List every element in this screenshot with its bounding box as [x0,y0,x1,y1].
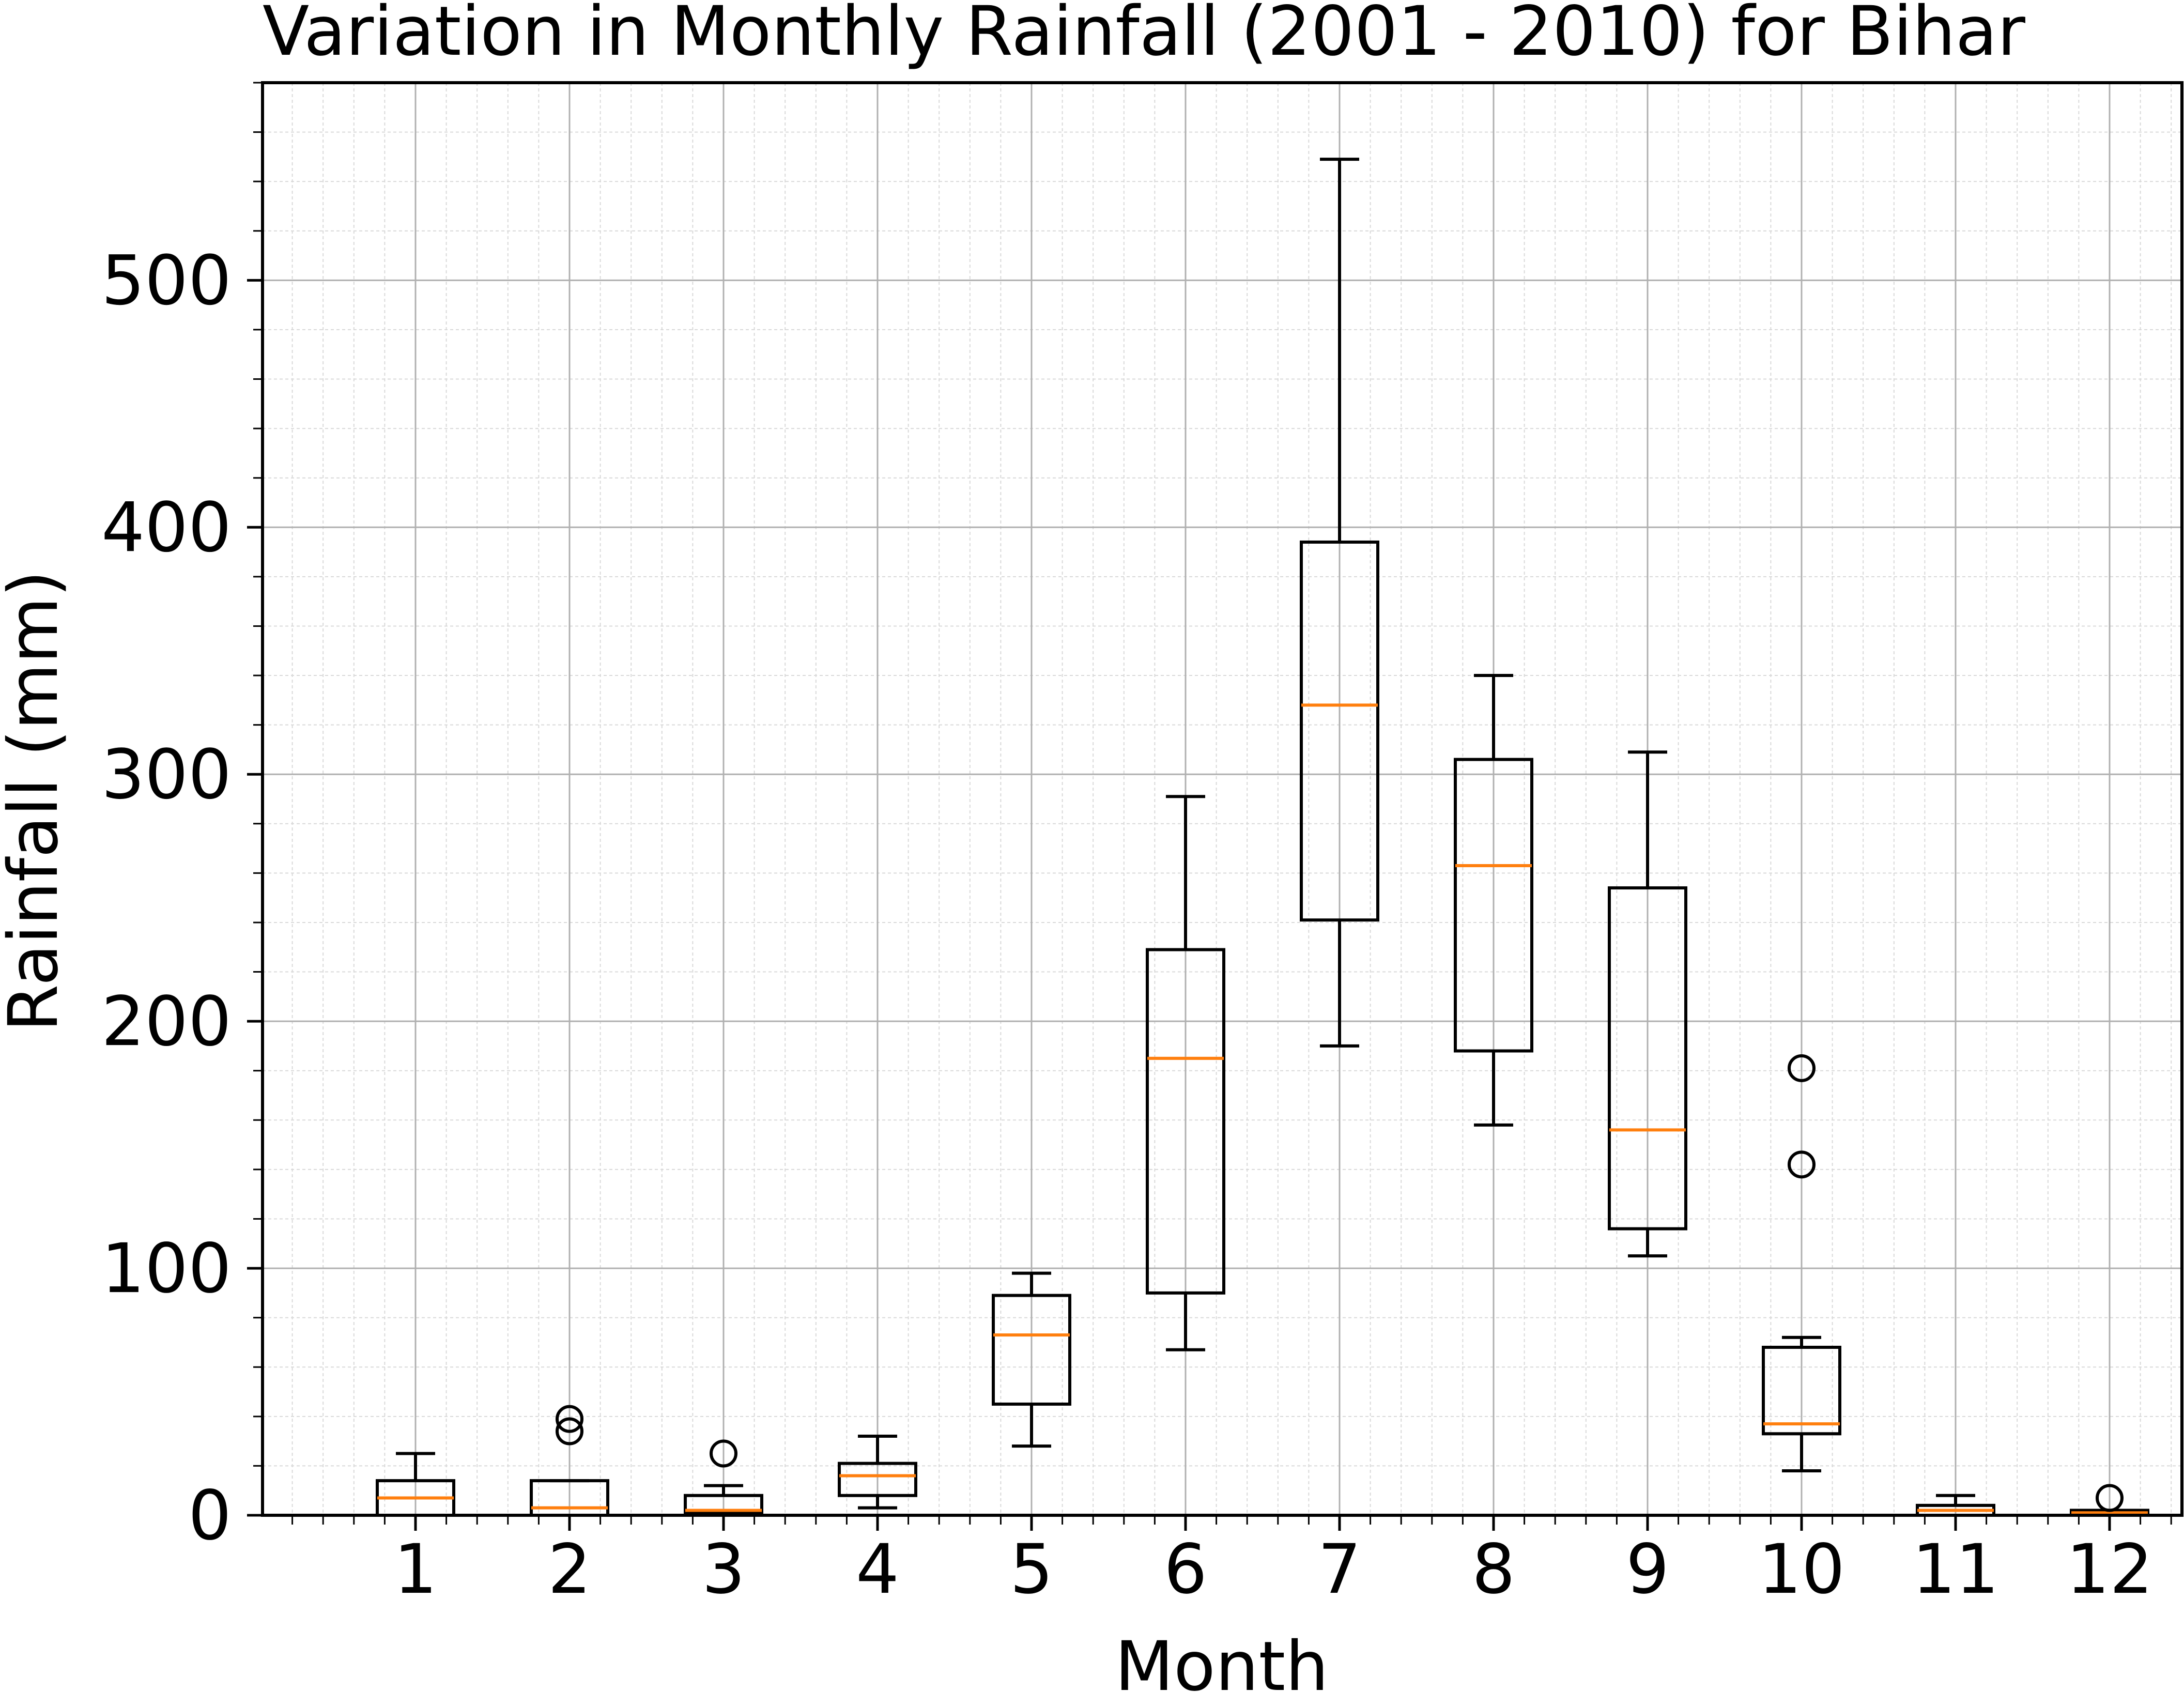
outlier-point [1788,1054,1816,1082]
outlier-point [556,1405,583,1433]
iqr-box [838,1462,917,1497]
iqr-box [684,1494,763,1515]
iqr-box [1762,1346,1841,1436]
x-tick-label: 10 [1758,1530,1845,1609]
x-tick-label: 1 [394,1530,437,1609]
grid-lines [263,82,2182,1516]
iqr-box [1300,540,1379,922]
iqr-box [1454,758,1533,1053]
y-tick-label: 500 [101,241,232,320]
x-tick-label: 3 [702,1530,745,1609]
box-month-10 [1762,1054,1841,1472]
outlier-point [2096,1484,2124,1512]
y-tick-label: 400 [101,488,232,567]
outlier-point [556,1417,583,1445]
y-tick-label: 300 [101,735,232,814]
box-month-7 [1300,158,1379,1048]
box-series [376,158,2149,1517]
x-axis-label: Month [1115,1627,1329,1706]
y-tick-label: 0 [188,1476,232,1556]
box-month-4 [838,1435,917,1510]
x-tick-label: 2 [548,1530,591,1609]
box-month-6 [1146,795,1225,1351]
box-month-5 [992,1271,1071,1448]
iqr-box [1146,948,1225,1295]
x-tick-label: 8 [1472,1530,1515,1609]
y-tick-label: 200 [101,982,232,1062]
x-tick-label: 5 [1010,1530,1053,1609]
x-tick-label: 7 [1318,1530,1361,1609]
x-tick-label: 9 [1626,1530,1669,1609]
box-month-9 [1608,750,1687,1258]
iqr-box [992,1294,1071,1406]
box-month-8 [1454,674,1533,1127]
x-tick-label: 11 [1912,1530,1999,1609]
y-axis-label: Rainfall (mm) [0,571,73,1032]
x-tick-label: 12 [2066,1530,2153,1609]
plot-frame [261,81,2183,1517]
iqr-box [1608,886,1687,1231]
outlier-point [1788,1150,1816,1179]
x-tick-label: 6 [1164,1530,1207,1609]
x-tick-label: 4 [856,1530,899,1609]
y-tick-label: 100 [101,1229,232,1309]
chart-title: Variation in Monthly Rainfall (2001 - 20… [263,0,2026,71]
outlier-point [710,1439,737,1468]
